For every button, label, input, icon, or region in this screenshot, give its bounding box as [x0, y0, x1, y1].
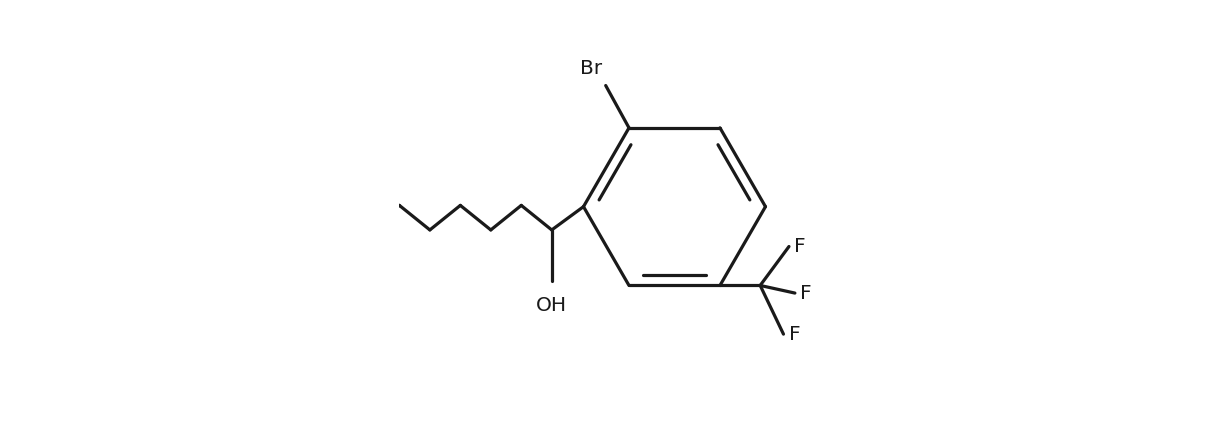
- Text: F: F: [800, 284, 811, 302]
- Text: Br: Br: [580, 59, 602, 78]
- Text: F: F: [794, 237, 805, 256]
- Text: F: F: [788, 325, 800, 344]
- Text: OH: OH: [536, 296, 567, 314]
